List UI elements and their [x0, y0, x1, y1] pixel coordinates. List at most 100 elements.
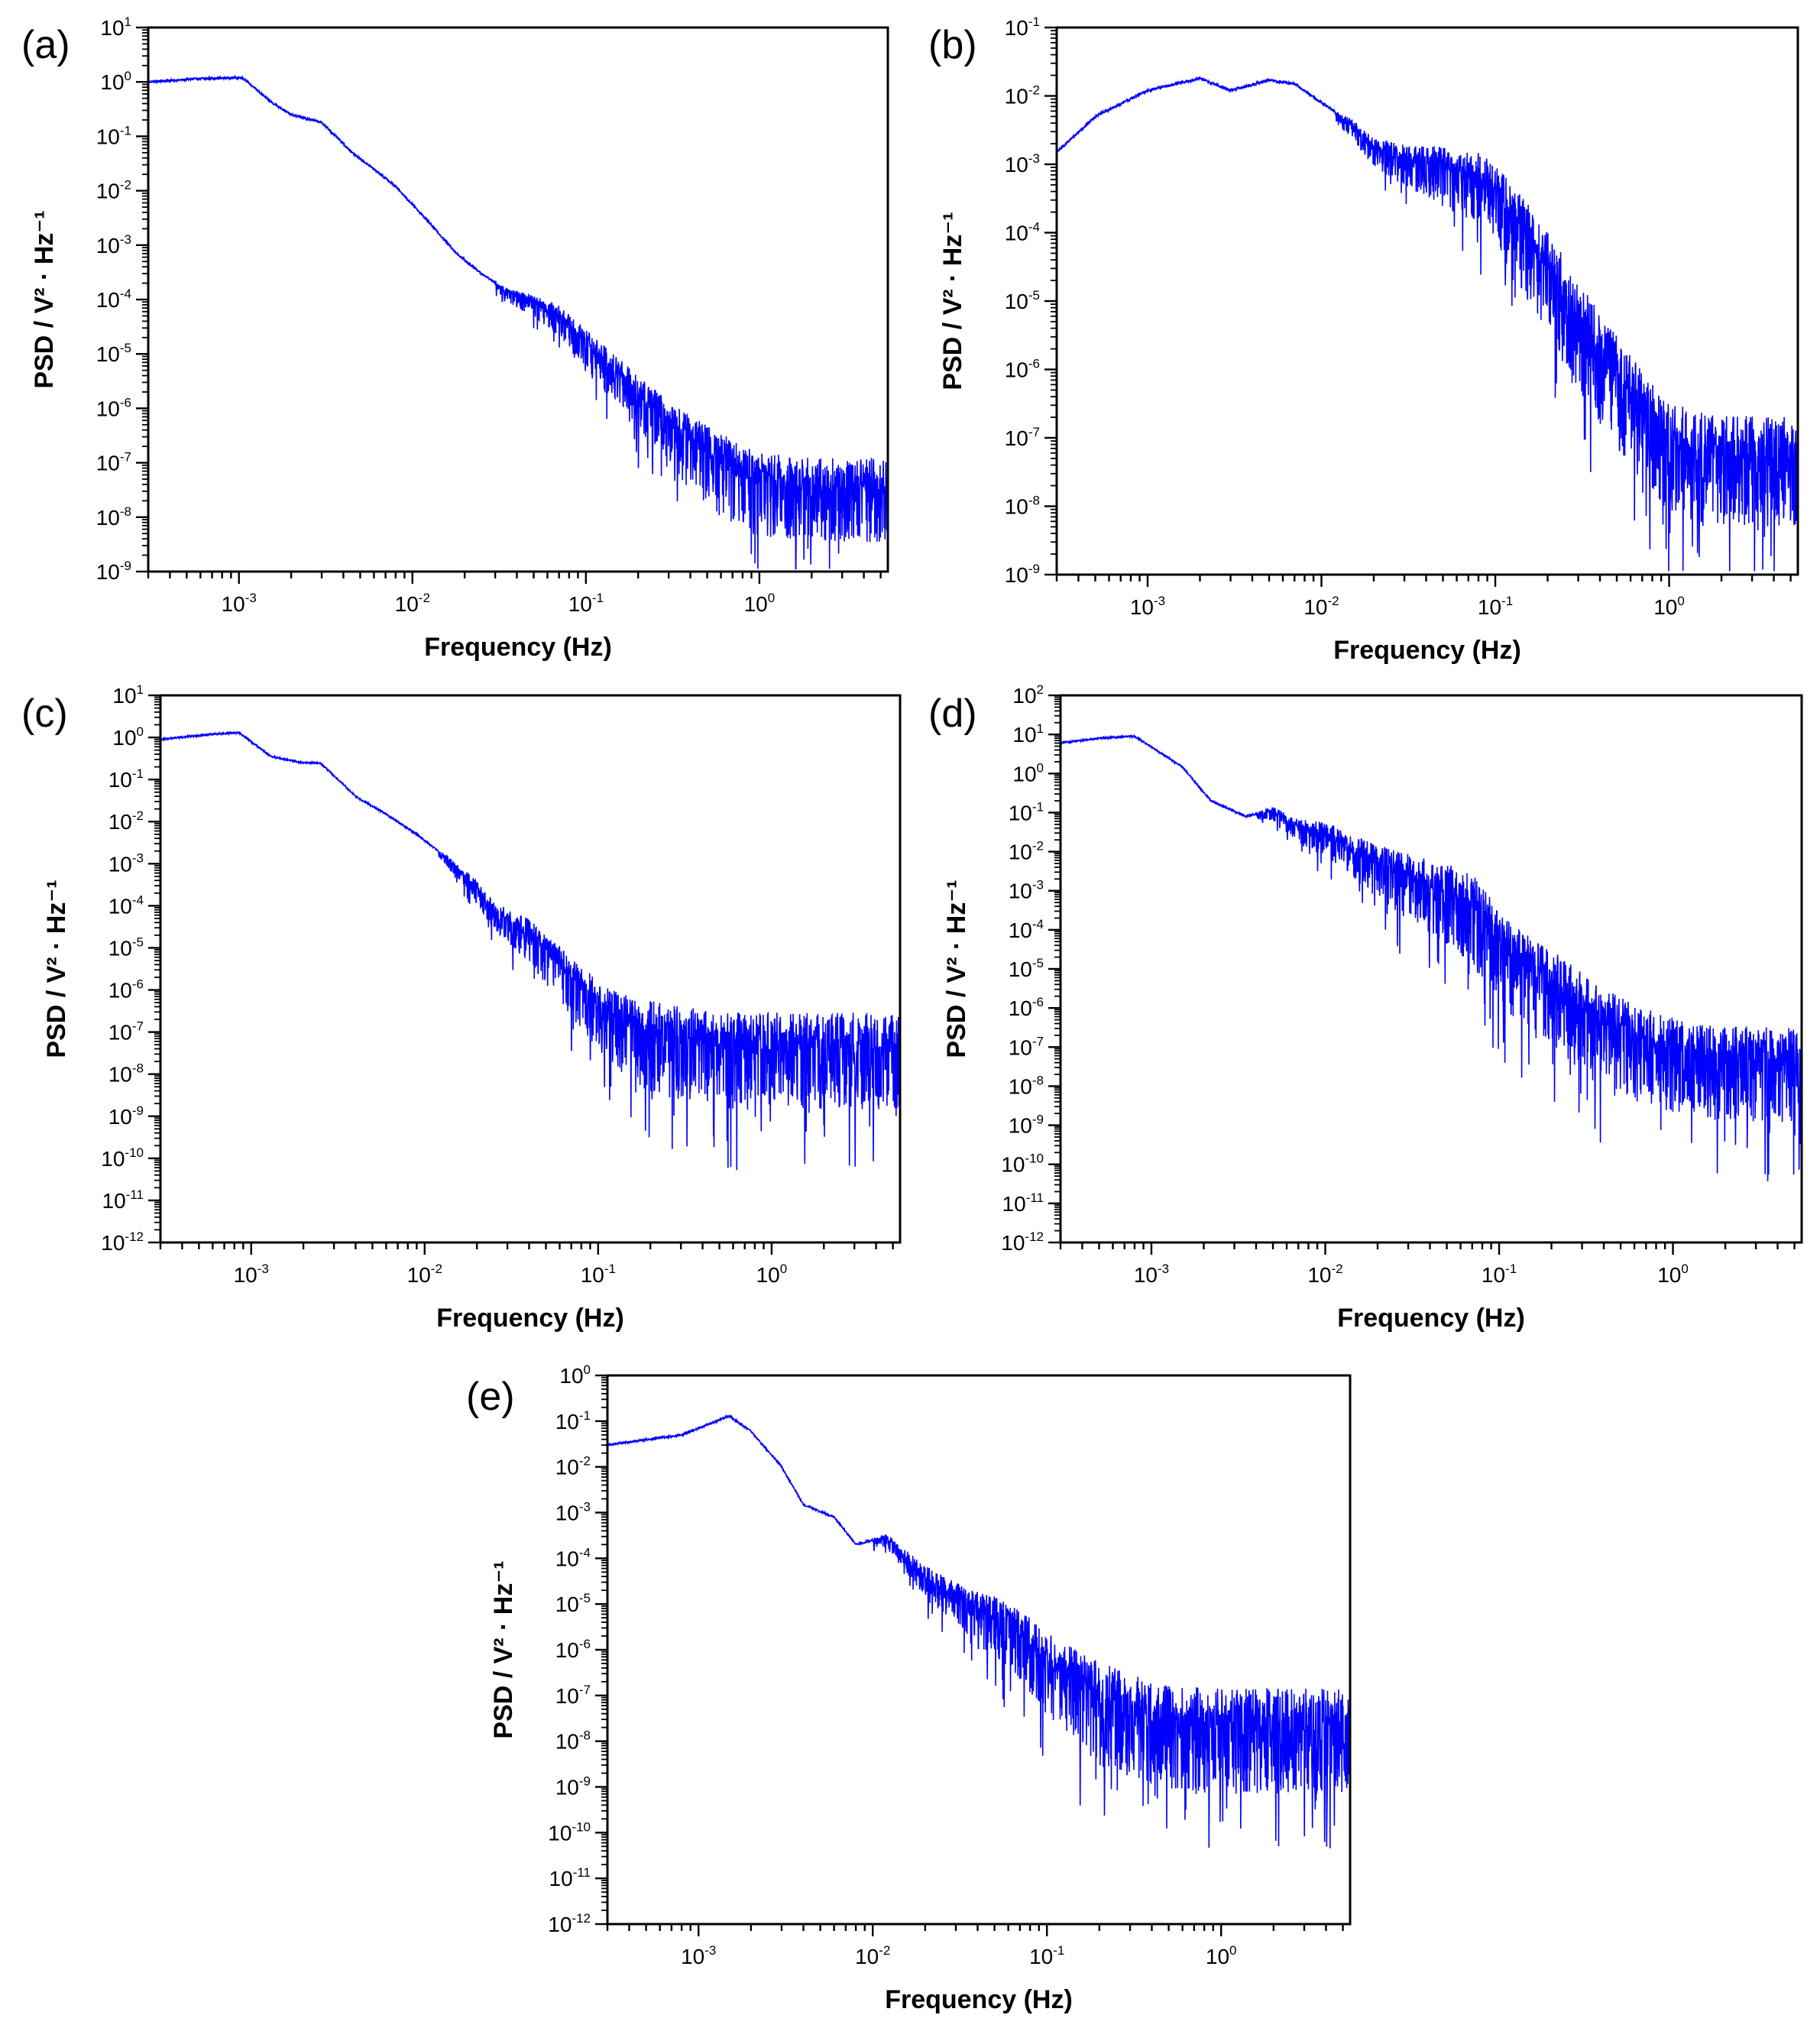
x-tick-label-c: 10-3	[234, 1262, 269, 1287]
x-tick-label-a: 10-3	[222, 591, 257, 616]
y-tick-label-e: 10-11	[549, 1865, 591, 1890]
panel-c: (c) 10-3 10-2 10-1 100 10-12 10-11 10-10 10-9 10-…	[21, 682, 902, 1333]
x-tick-label-c: 10-2	[407, 1262, 442, 1287]
y-tick-label-b: 10-9	[1005, 562, 1040, 587]
x-tick-label-d: 10-1	[1482, 1262, 1517, 1287]
y-tick-label-e: 10-6	[555, 1637, 591, 1662]
x-tick-label-d: 100	[1657, 1262, 1689, 1287]
panel-label-b: (b)	[928, 23, 977, 67]
y-tick-label-d: 10-1	[1009, 799, 1044, 824]
y-tick-label-d: 10-4	[1009, 917, 1044, 942]
y-tick-label-e: 10-3	[555, 1500, 591, 1525]
plot-frame-c	[159, 694, 902, 1244]
y-tick-label-c: 10-10	[101, 1145, 144, 1171]
y-tick-label-e: 100	[559, 1362, 591, 1388]
y-tick-label-d: 10-10	[1001, 1152, 1044, 1177]
psd-series-line-b	[1057, 76, 1798, 572]
panel-d: (d) 10-3 10-2 10-1 100 10-12 10-11 10-10 10-9 10-…	[928, 682, 1803, 1333]
x-tick-label-d: 10-2	[1307, 1262, 1342, 1287]
x-tick-label-d: 10-3	[1134, 1262, 1169, 1287]
y-tick-label-a: 10-6	[96, 395, 131, 420]
plot-frame-e	[606, 1374, 1352, 1926]
y-tick-label-e: 10-8	[555, 1728, 591, 1754]
panel-label-a: (a)	[21, 23, 70, 67]
y-tick-label-d: 102	[1012, 682, 1044, 708]
x-tick-label-c: 100	[756, 1262, 788, 1287]
y-tick-label-a: 10-2	[96, 178, 131, 203]
x-tick-label-c: 10-1	[581, 1262, 616, 1287]
panel-label-c: (c)	[21, 692, 68, 736]
y-tick-label-b: 10-7	[1005, 425, 1040, 450]
panel-label-d: (d)	[928, 692, 977, 736]
y-tick-label-b: 10-8	[1005, 494, 1040, 519]
y-tick-label-b: 10-4	[1005, 220, 1040, 245]
y-tick-label-a: 10-5	[96, 341, 131, 366]
y-tick-label-b: 10-6	[1005, 357, 1040, 382]
y-tick-label-d: 10-3	[1009, 878, 1044, 903]
y-tick-label-d: 10-9	[1009, 1113, 1044, 1138]
y-tick-label-d: 10-7	[1009, 1034, 1044, 1059]
y-tick-label-d: 10-6	[1009, 995, 1044, 1020]
y-axis-title-d: PSD / V² · Hz⁻¹	[942, 880, 971, 1058]
y-tick-label-d: 10-2	[1009, 839, 1044, 864]
y-tick-label-b: 10-1	[1005, 15, 1040, 40]
y-tick-label-a: 100	[100, 69, 131, 94]
psd-series-line-c	[160, 731, 900, 1171]
x-tick-label-b: 10-2	[1303, 594, 1339, 619]
x-tick-label-a: 10-1	[568, 591, 604, 616]
y-axis-title-a: PSD / V² · Hz⁻¹	[30, 210, 59, 388]
y-tick-label-c: 10-4	[108, 893, 144, 918]
y-tick-label-d: 10-12	[1001, 1229, 1044, 1255]
x-tick-label-b: 10-1	[1478, 594, 1513, 619]
y-tick-label-e: 10-4	[555, 1545, 591, 1570]
psd-series-line-e	[607, 1414, 1350, 1848]
y-tick-label-c: 101	[112, 682, 144, 708]
plot-frame-b	[1055, 26, 1799, 576]
y-tick-label-c: 10-9	[108, 1103, 144, 1129]
y-tick-label-c: 10-11	[102, 1187, 144, 1213]
y-tick-label-c: 10-12	[101, 1229, 144, 1255]
y-tick-label-e: 10-5	[555, 1591, 591, 1616]
x-tick-label-a: 10-2	[395, 591, 430, 616]
y-tick-label-c: 100	[112, 724, 144, 750]
y-tick-label-b: 10-3	[1005, 151, 1040, 177]
x-tick-label-e: 10-3	[681, 1943, 716, 1968]
psd-series-line-d	[1061, 734, 1802, 1181]
panel-label-e: (e)	[466, 1375, 515, 1419]
x-axis-title-a: Frequency (Hz)	[424, 633, 612, 662]
x-tick-label-e: 100	[1206, 1943, 1237, 1968]
y-tick-label-a: 10-8	[96, 504, 131, 530]
x-axis-title-e: Frequency (Hz)	[885, 1985, 1073, 2014]
y-axis-title-b: PSD / V² · Hz⁻¹	[938, 212, 967, 390]
y-tick-label-a: 10-9	[96, 559, 131, 584]
y-tick-label-d: 10-5	[1009, 956, 1044, 981]
x-tick-label-b: 10-3	[1130, 594, 1165, 619]
panel-b: (b) 10-3 10-2 10-1 100 10-9 10-8 10-7 10-6 10-5 10…	[928, 15, 1799, 665]
y-tick-label-e: 10-12	[548, 1911, 591, 1936]
y-tick-label-e: 10-10	[548, 1819, 591, 1845]
y-tick-label-a: 10-3	[96, 232, 131, 258]
x-axis-title-d: Frequency (Hz)	[1337, 1304, 1525, 1333]
x-tick-label-a: 100	[744, 591, 776, 616]
x-tick-label-e: 10-1	[1029, 1943, 1064, 1968]
x-tick-label-e: 10-2	[855, 1943, 890, 1968]
y-tick-label-d: 10-8	[1009, 1073, 1044, 1098]
x-axis-title-b: Frequency (Hz)	[1333, 636, 1521, 665]
y-tick-label-c: 10-7	[108, 1019, 144, 1045]
x-tick-label-b: 100	[1653, 594, 1685, 619]
y-tick-label-a: 10-1	[96, 123, 131, 148]
panel-a: (a) 10-3 10-2 10-1 100 10-9 10-8 10-7 10-6 10-5 10…	[21, 15, 889, 662]
y-tick-label-e: 10-9	[555, 1774, 591, 1800]
y-tick-label-a: 10-7	[96, 450, 131, 475]
y-tick-label-b: 10-2	[1005, 83, 1040, 109]
y-axis-title-c: PSD / V² · Hz⁻¹	[42, 880, 71, 1058]
x-axis-title-c: Frequency (Hz)	[436, 1304, 624, 1333]
y-tick-label-c: 10-1	[108, 766, 144, 792]
panel-e: (e) 10-3 10-2 10-1 100 10-12 10-11 10-10 10-9 10-…	[466, 1362, 1352, 2014]
y-tick-label-b: 10-5	[1005, 288, 1040, 313]
y-tick-label-c: 10-3	[108, 850, 144, 876]
y-tick-label-c: 10-5	[108, 935, 144, 960]
psd-series-line-a	[148, 74, 888, 570]
y-tick-label-a: 10-4	[96, 287, 131, 312]
